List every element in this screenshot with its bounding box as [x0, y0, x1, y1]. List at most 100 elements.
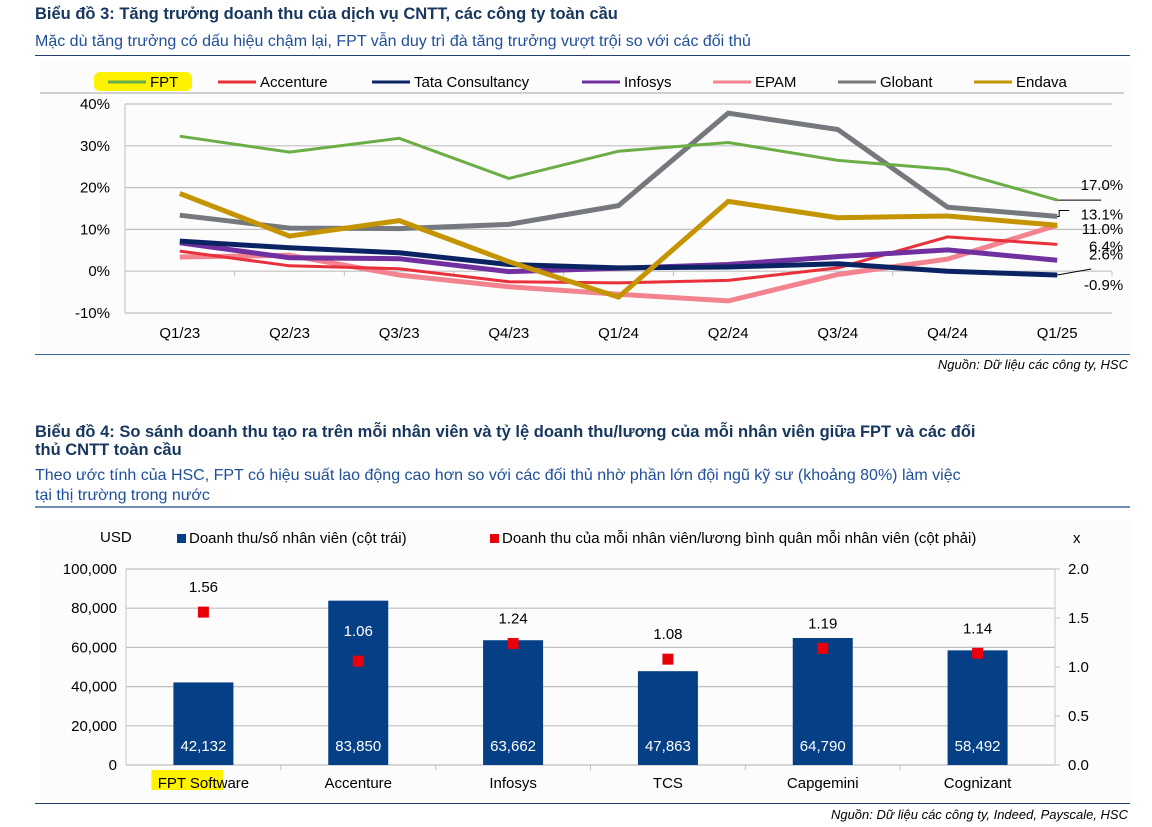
series-accenture: [179, 235, 1058, 285]
end-label-fpt: 17.0%: [1081, 177, 1124, 194]
y-tick-label: 100,000: [63, 561, 117, 578]
x-tick-label: Cognizant: [944, 775, 1012, 792]
x-tick-label: TCS: [653, 775, 683, 792]
bar-value-label: 58,492: [955, 738, 1001, 755]
x-tick-label: Q1/25: [1037, 325, 1078, 342]
bar-infosys: 63,662: [483, 640, 544, 765]
category-highlight: [151, 770, 224, 790]
y-tick-label: 80,000: [71, 600, 117, 617]
legend-item-endava: Endava: [974, 74, 1068, 91]
legend-label-endava: Endava: [1016, 74, 1068, 91]
marker-capgemini: 1.19: [808, 615, 837, 654]
ratio-value-label: 1.08: [653, 626, 682, 643]
chart4-header-rule: [35, 506, 1130, 508]
ratio-marker: [197, 606, 209, 618]
line-chart-revenue-growth: FPT Accenture Tata Consultancy Infosys EPAM G…: [40, 60, 1130, 354]
series-endava: [178, 191, 1058, 300]
legend-label-globant: Globant: [880, 74, 933, 91]
y-tick-label: 30%: [80, 138, 110, 155]
chart3-y-axis: -10% 0% 10% 20% 30% 40%: [75, 96, 110, 322]
ratio-value-label: 1.06: [344, 623, 373, 640]
chart4-gridlines: [125, 568, 1056, 766]
chart4-subtitle-line1: Theo ước tính của HSC, FPT có hiệu suất …: [35, 467, 961, 484]
x-tick-label: Q4/24: [927, 325, 968, 342]
x-tick-label: Q3/23: [379, 325, 420, 342]
y-tick-label: 0%: [88, 263, 110, 280]
y2-tick-label: 0.5: [1068, 708, 1089, 725]
marker-tcs: 1.08: [653, 626, 683, 665]
bar-value-label: 83,850: [335, 738, 381, 755]
marker-cognizant: 1.14: [963, 620, 992, 659]
series-globant: [179, 110, 1058, 232]
y2-tick-label: 1.0: [1068, 659, 1089, 676]
ratio-value-label: 1.14: [963, 620, 992, 637]
bar-rect: [328, 600, 389, 765]
chart4-title-line1: Biểu đồ 4: So sánh doanh thu tạo ra trên…: [35, 423, 976, 441]
y-tick-label: 40%: [80, 96, 110, 113]
y-tick-label: 0: [109, 757, 117, 774]
legend-item-revenue-per-employee: Doanh thu/số nhân viên (cột trái): [177, 530, 407, 547]
chart3-end-labels: 17.0% 13.1%11.0%6.4%2.6% -0.9%: [1057, 177, 1123, 294]
ratio-value-label: 1.24: [498, 610, 527, 627]
y-tick-label: 20,000: [71, 718, 117, 735]
legend-label-tata-consultancy: Tata Consultancy: [414, 74, 530, 91]
bar-value-label: 42,132: [180, 738, 226, 755]
ratio-value-label: 1.19: [808, 615, 837, 632]
ratio-value-label: 1.56: [189, 579, 218, 596]
y2-tick-label: 0.0: [1068, 757, 1089, 774]
x-tick-label: Infosys: [489, 775, 537, 792]
chart4-source: Nguồn: Dữ liệu các công ty, Indeed, Pays…: [830, 807, 1128, 822]
bar-value-label: 63,662: [490, 738, 536, 755]
marker-fpt-software: 1.56: [189, 579, 218, 618]
marker-infosys: 1.24: [498, 610, 528, 649]
x-tick-label: Accenture: [324, 775, 392, 792]
end-label-tata-consultancy: -0.9%: [1084, 277, 1123, 294]
chart3-title: Biểu đồ 3: Tăng trưởng doanh thu của dịc…: [35, 5, 618, 23]
chart4-right-y-axis: 0.0 0.5 1.0 1.5 2.0: [1055, 561, 1089, 774]
leader-line-globant: [1057, 209, 1070, 217]
y-tick-label: -10%: [75, 305, 110, 322]
legend-label-fpt: FPT: [150, 74, 178, 91]
x-tick-label: Q2/24: [708, 325, 749, 342]
ratio-marker: [507, 637, 519, 649]
bar-rect: [173, 682, 234, 765]
legend-label-accenture: Accenture: [260, 74, 328, 91]
x-tick-label: Q2/23: [269, 325, 310, 342]
x-tick-label: Q1/23: [159, 325, 200, 342]
chart3-header-rule: [35, 55, 1130, 56]
y2-tick-label: 1.5: [1068, 610, 1089, 627]
bar-rect: [637, 671, 698, 765]
legend-item-tata-consultancy: Tata Consultancy: [372, 74, 530, 91]
marker-accenture: 1.06: [344, 623, 373, 667]
y-tick-label: 10%: [80, 221, 110, 238]
legend-label-infosys: Infosys: [624, 74, 672, 91]
legend-item-accenture: Accenture: [218, 74, 328, 91]
ratio-marker: [817, 642, 829, 654]
y-tick-label: 40,000: [71, 679, 117, 696]
bar-rect: [483, 640, 544, 765]
right-axis-unit-label: x: [1073, 530, 1081, 547]
legend-item-epam: EPAM: [713, 74, 796, 91]
bar-fpt-software: 42,132: [173, 682, 234, 765]
x-tick-label: Capgemini: [787, 775, 859, 792]
chart3-source: Nguồn: Dữ liệu các công ty, HSC: [937, 357, 1128, 372]
ratio-marker: [352, 655, 364, 667]
chart4-markers: 1.56 1.06 1.24 1.08 1.19 1.14: [189, 579, 992, 667]
chart4-title-line2: thủ CNTT toàn cầu: [35, 441, 182, 459]
x-tick-label: Q3/24: [817, 325, 858, 342]
legend-item-infosys: Infosys: [582, 74, 672, 91]
x-tick-label: Q1/24: [598, 325, 639, 342]
y2-tick-label: 2.0: [1068, 561, 1089, 578]
y-tick-label: 60,000: [71, 639, 117, 656]
left-axis-unit-label: USD: [100, 529, 132, 546]
leader-line-tata: [1057, 268, 1092, 276]
legend-item-globant: Globant: [838, 74, 933, 91]
bar-accenture: 83,850: [328, 600, 389, 765]
bar-tcs: 47,863: [637, 671, 698, 765]
end-label-infosys: 2.6%: [1089, 246, 1123, 263]
bar-value-label: 64,790: [800, 738, 846, 755]
end-label-globant: 13.1%: [1081, 206, 1124, 223]
y-tick-label: 20%: [80, 180, 110, 197]
legend-label-marker: Doanh thu của mỗi nhân viên/lương bình q…: [502, 530, 976, 547]
chart4-legend: USD Doanh thu/số nhân viên (cột trái) Doan…: [100, 529, 1081, 547]
